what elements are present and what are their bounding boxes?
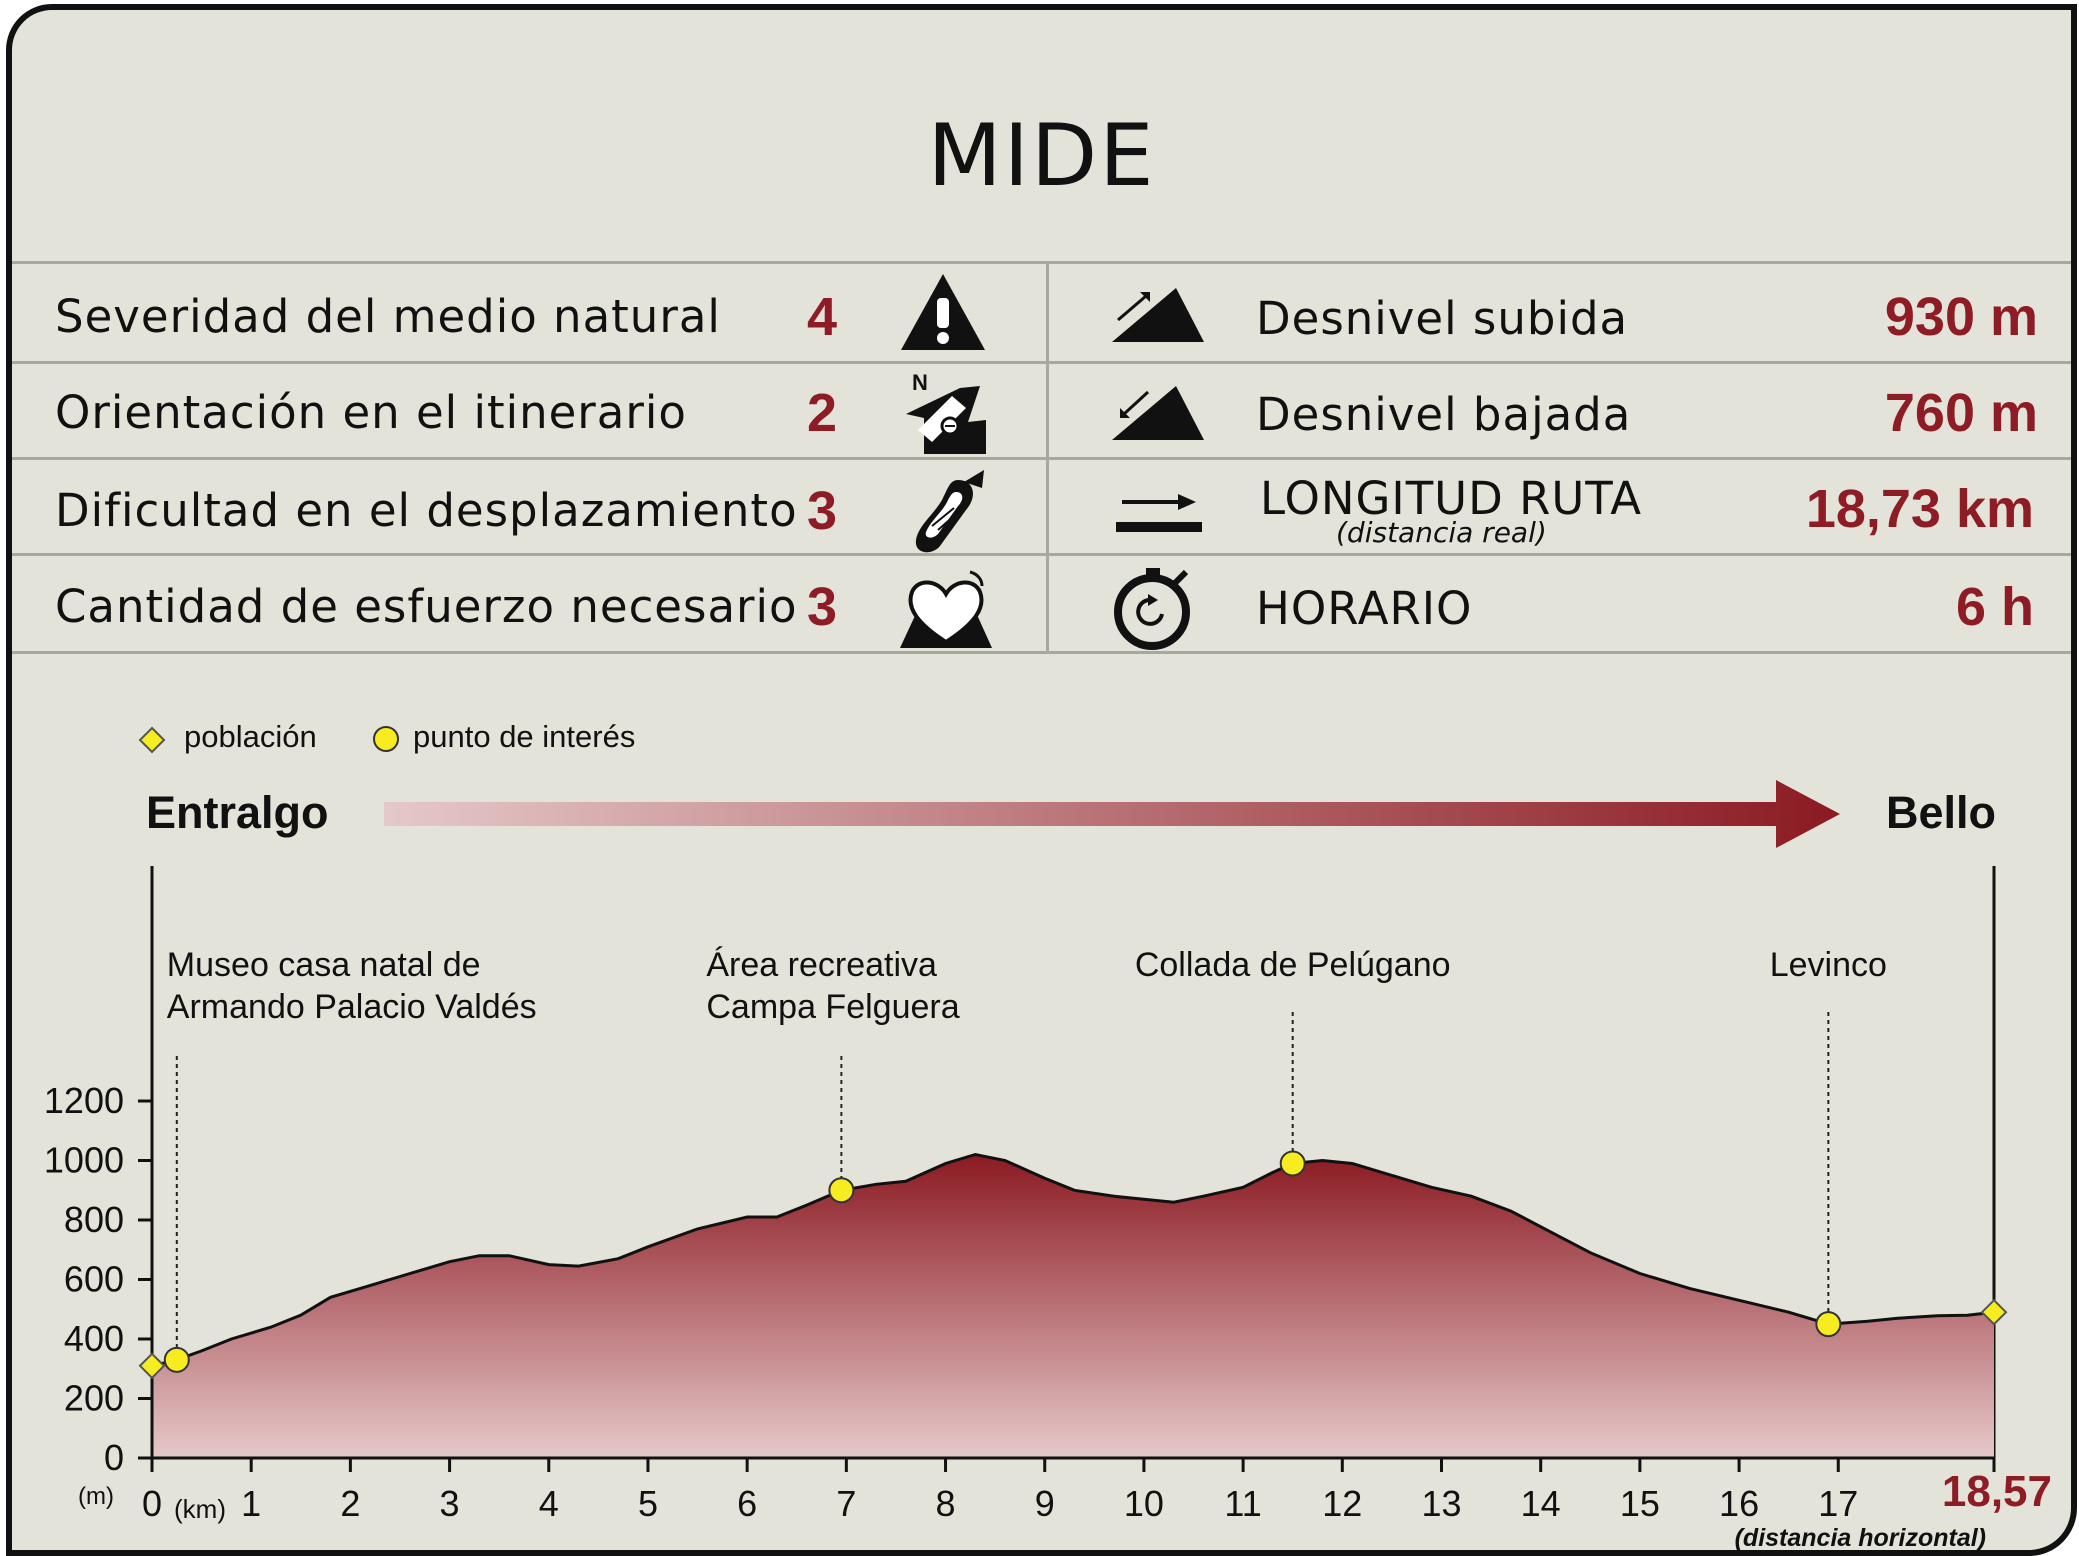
x-tick-label: 6: [737, 1483, 757, 1524]
mide-value-orientation: 2: [806, 383, 838, 443]
stat-value-ascent: 930 m: [1884, 287, 2038, 347]
table-row-divider: [12, 361, 2071, 364]
mide-label-effort: Cantidad de esfuerzo necesario: [55, 580, 798, 633]
ascent-slope-icon: [1112, 288, 1204, 342]
route-direction-arrow: [384, 780, 1840, 848]
x-tick-label: 11: [1224, 1483, 1261, 1524]
stat-value-time: 6 h: [1955, 577, 2034, 637]
x-tick-label: 12: [1322, 1483, 1362, 1524]
mide-label-severity: Severidad del medio natural: [55, 290, 721, 343]
town-marker: [138, 1352, 166, 1380]
route-start-label: Entralgo: [146, 787, 329, 838]
x-tick-label: 0: [142, 1483, 162, 1524]
stat-label-length: LONGITUD RUTA: [1260, 472, 1643, 525]
x-end-value-label: 18,57: [1942, 1467, 2052, 1516]
warning-triangle-icon: [901, 274, 985, 350]
table-bottom-rule: [12, 651, 2071, 654]
stat-label-time: HORARIO: [1256, 582, 1473, 635]
descent-slope-icon: [1112, 386, 1204, 440]
mide-value-difficulty: 3: [806, 481, 838, 541]
x-tick-label: 4: [539, 1483, 559, 1524]
mide-label-orientation: Orientación en el itinerario: [55, 386, 687, 439]
compass-orientation-icon: N: [906, 370, 986, 454]
mide-card: MIDE Severidad del medio natural Orienta…: [6, 4, 2077, 1556]
mide-value-severity: 4: [806, 287, 838, 347]
x-tick-label: 8: [936, 1483, 956, 1524]
x-tick-label: 16: [1719, 1483, 1759, 1524]
y-tick-label: 600: [64, 1259, 124, 1300]
poi-label: Museo casa natal de: [167, 946, 481, 984]
table-row-divider: [12, 457, 2071, 460]
legend-poi-label: punto de interés: [413, 719, 635, 754]
x-end-sublabel: (distancia horizontal): [1735, 1524, 1986, 1550]
x-tick-label: 14: [1521, 1483, 1561, 1524]
legend-town-marker: [138, 726, 166, 754]
poi-label: Campa Felguera: [706, 988, 959, 1026]
poi-marker: [828, 1177, 855, 1204]
x-tick-label: 9: [1035, 1483, 1055, 1524]
elevation-area: [152, 1154, 1994, 1458]
elevation-profile-chart: población punto de interés Entralgo Bell…: [44, 719, 2052, 1550]
y-axis-unit-label: (m): [78, 1483, 114, 1510]
table-row-divider: [12, 553, 2071, 556]
mide-value-effort: 3: [806, 577, 838, 637]
x-tick-label: 2: [340, 1483, 360, 1524]
stat-value-descent: 760 m: [1884, 383, 2038, 443]
page-title: MIDE: [927, 106, 1156, 206]
heart-mountain-icon: [900, 570, 992, 648]
x-tick-label: 10: [1124, 1483, 1164, 1524]
x-tick-label: 7: [836, 1483, 856, 1524]
route-end-label: Bello: [1886, 787, 1996, 838]
legend-town-label: población: [184, 719, 317, 754]
y-tick-label: 800: [64, 1199, 124, 1240]
stat-label-descent: Desnivel bajada: [1256, 388, 1632, 441]
poi-marker: [1815, 1311, 1842, 1338]
stopwatch-icon: [1114, 568, 1190, 650]
legend-poi-marker: [373, 726, 399, 752]
stat-sublabel-length: (distancia real): [1336, 516, 1547, 549]
poi-label: Armando Palacio Valdés: [167, 988, 537, 1026]
svg-text:N: N: [912, 370, 928, 395]
elevation-line: [151, 1152, 1995, 1368]
poi-label: Área recreativa: [706, 946, 937, 984]
distance-arrow-icon: [1116, 494, 1202, 532]
poi-marker: [163, 1346, 190, 1373]
table-top-rule: [12, 261, 2071, 264]
poi-label: Levinco: [1770, 946, 1887, 984]
mide-label-difficulty: Dificultad en el desplazamiento: [55, 484, 798, 537]
x-tick-label: 15: [1620, 1483, 1660, 1524]
x-tick-label: 3: [440, 1483, 460, 1524]
y-tick-label: 1000: [44, 1140, 124, 1181]
footprint-icon: [915, 470, 984, 553]
stat-label-ascent: Desnivel subida: [1256, 292, 1629, 345]
stat-value-length: 18,73 km: [1805, 479, 2034, 539]
y-tick-label: 400: [64, 1318, 124, 1359]
y-tick-label: 0: [104, 1437, 124, 1478]
x-tick-label: 5: [638, 1483, 658, 1524]
poi-label: Collada de Pelúgano: [1135, 946, 1451, 984]
y-tick-label: 200: [64, 1378, 124, 1419]
x-tick-label: 17: [1818, 1483, 1858, 1524]
poi-marker: [1279, 1150, 1306, 1177]
x-tick-label: 1: [241, 1483, 261, 1524]
town-marker: [1980, 1298, 2008, 1326]
y-tick-label: 1200: [44, 1080, 124, 1121]
x-axis-unit-label: (km): [174, 1494, 226, 1524]
x-tick-label: 13: [1421, 1483, 1461, 1524]
table-column-divider: [1046, 261, 1049, 654]
